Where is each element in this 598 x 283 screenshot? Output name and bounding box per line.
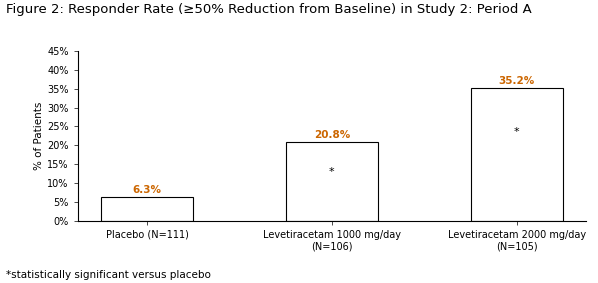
Y-axis label: % of Patients: % of Patients xyxy=(34,102,44,170)
Bar xyxy=(101,197,193,221)
Text: *statistically significant versus placebo: *statistically significant versus placeb… xyxy=(6,270,211,280)
Bar xyxy=(471,88,563,221)
Text: 35.2%: 35.2% xyxy=(499,76,535,86)
Text: 20.8%: 20.8% xyxy=(314,130,350,140)
Text: *: * xyxy=(329,167,335,177)
Text: Figure 2: Responder Rate (≥50% Reduction from Baseline) in Study 2: Period A: Figure 2: Responder Rate (≥50% Reduction… xyxy=(6,3,532,16)
Text: *: * xyxy=(514,127,520,137)
Text: 6.3%: 6.3% xyxy=(133,185,161,195)
Bar xyxy=(286,142,378,221)
